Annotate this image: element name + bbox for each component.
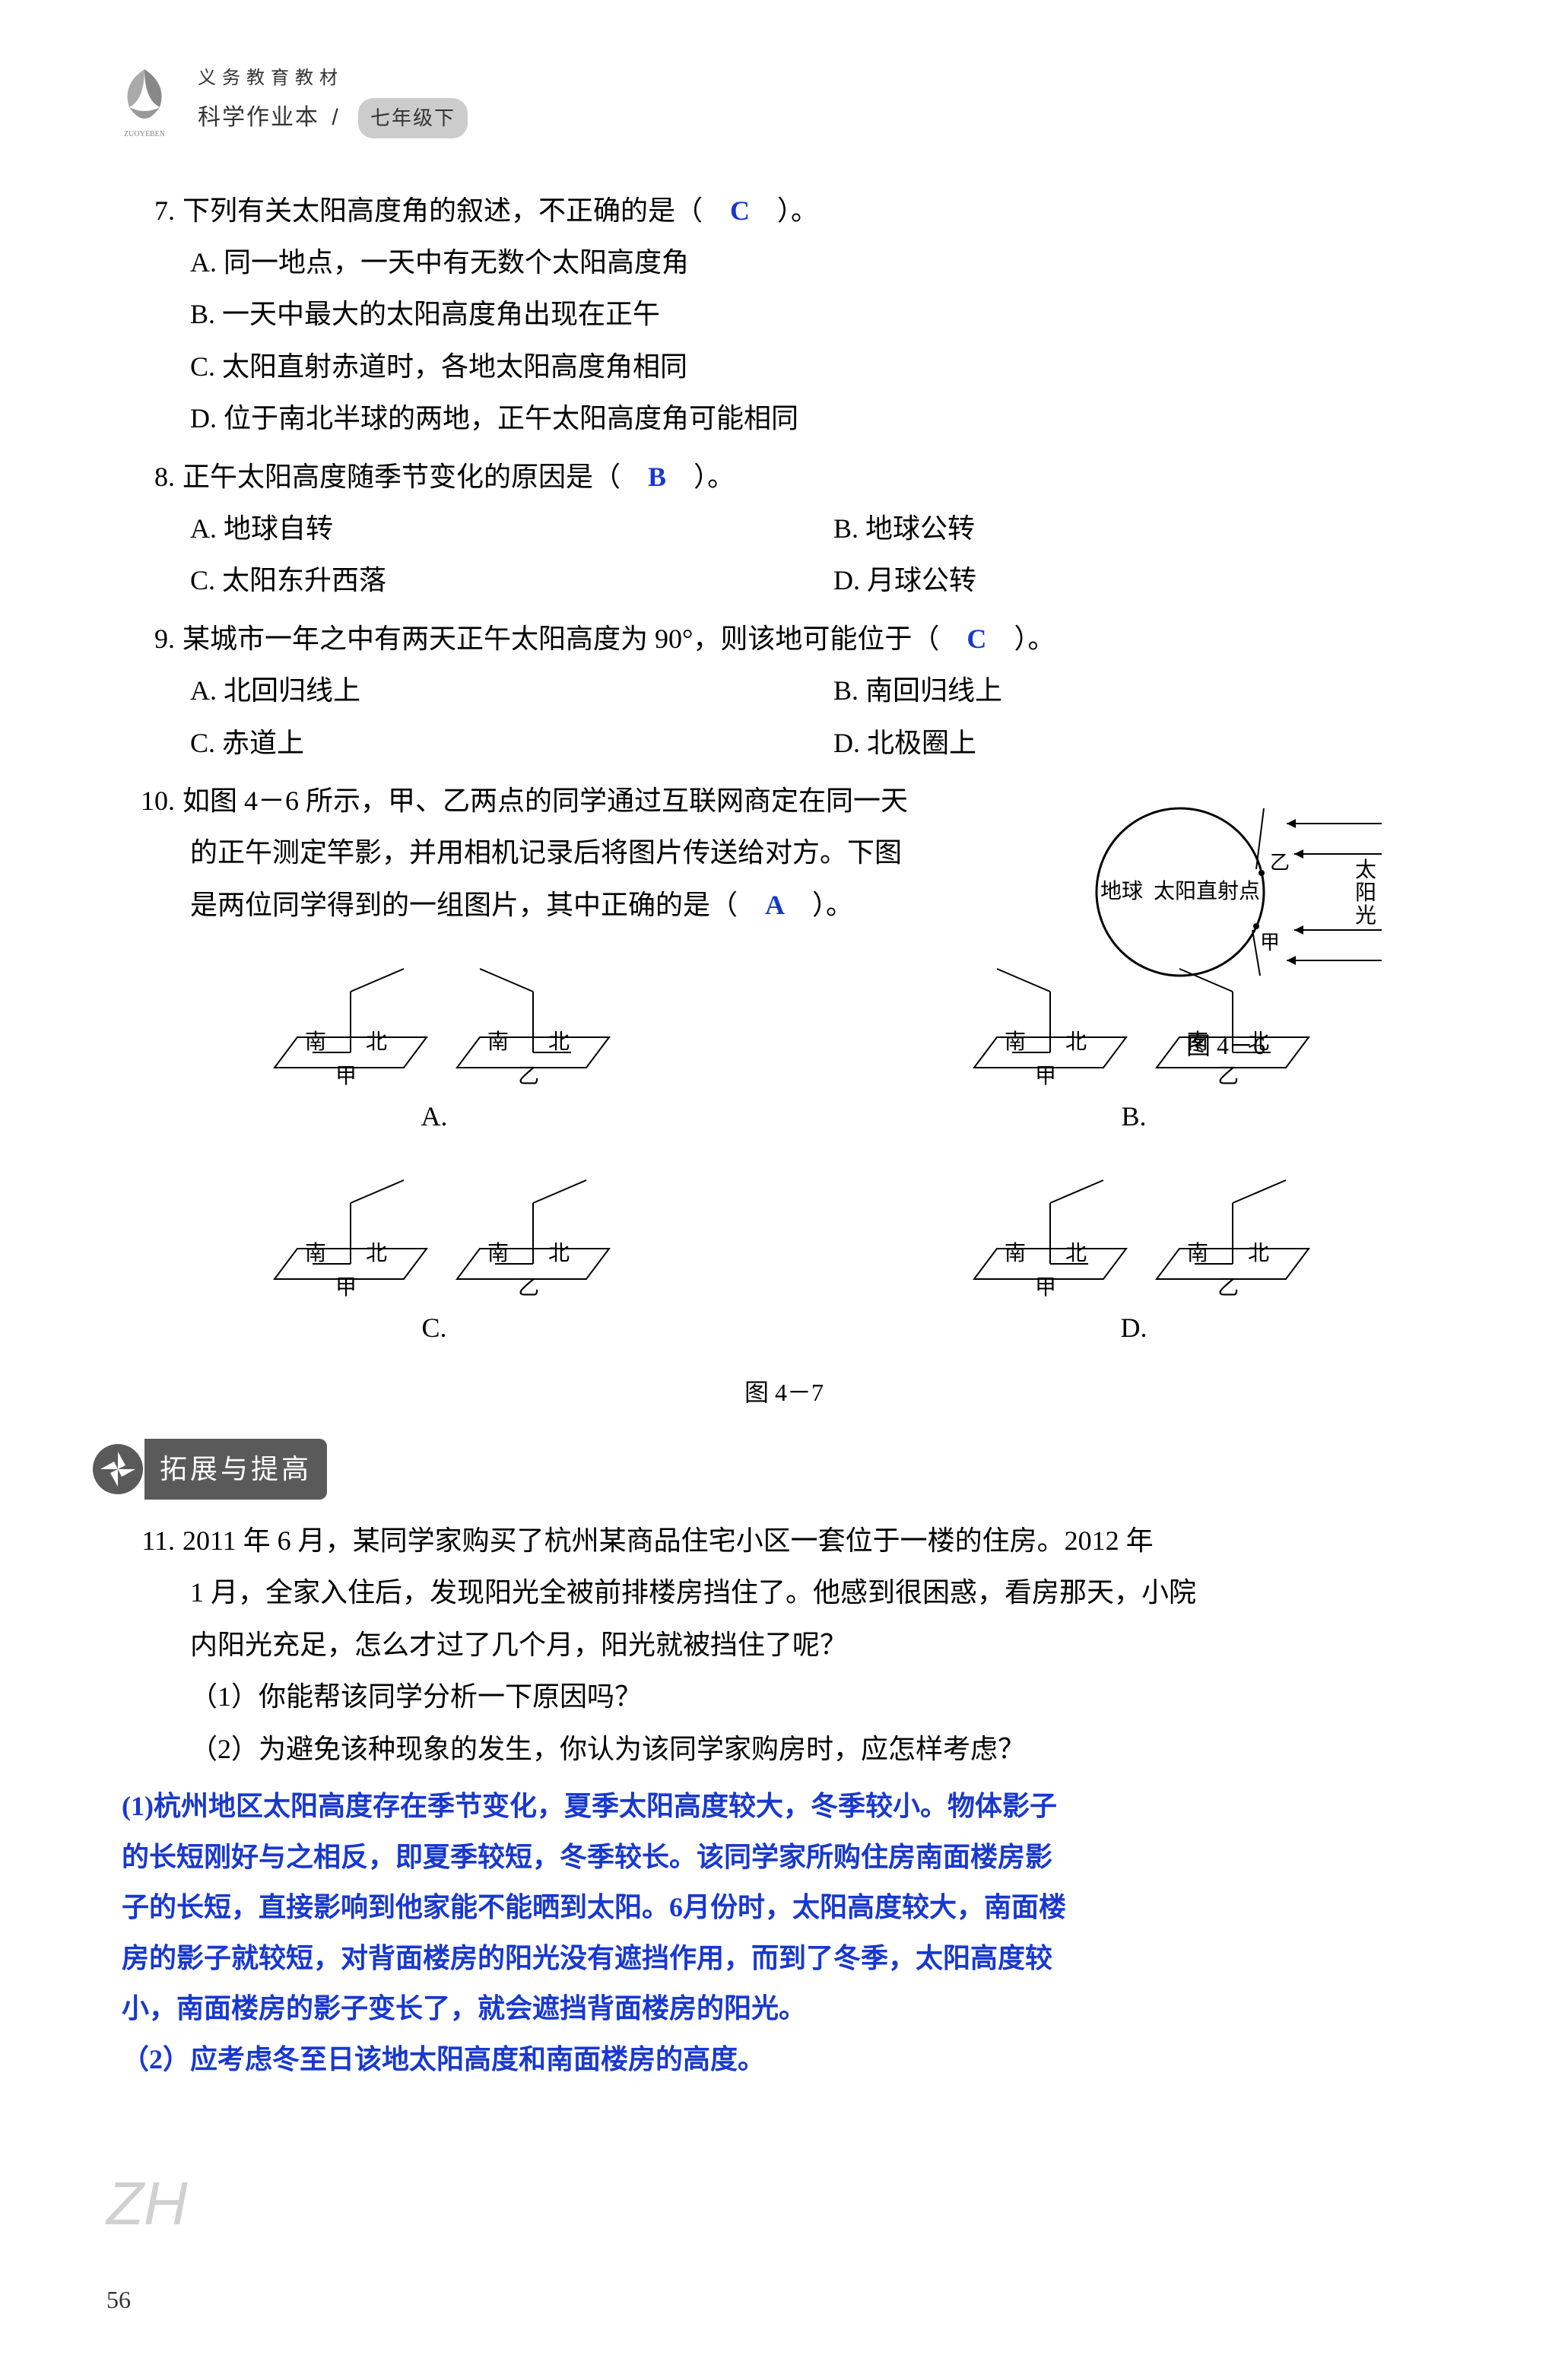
header-title: 科学作业本 / 七年级下 <box>198 96 468 139</box>
q8-option-d: D. 月球公转 <box>833 554 1477 606</box>
svg-text:甲: 甲 <box>335 1276 357 1300</box>
q9-answer: C <box>967 624 986 654</box>
diagram-c-label: C. <box>421 1302 446 1354</box>
q8-number: 8. <box>122 451 175 503</box>
fig46-jia-label: 甲 <box>1260 932 1280 954</box>
q11-sub2: （2）为避免该种现象的发生，你认为该同学家购房时，应怎样考虑？ <box>122 1723 1477 1775</box>
svg-text:北: 北 <box>1248 1242 1269 1265</box>
svg-text:甲: 甲 <box>335 1065 357 1088</box>
q8-answer: B <box>648 462 666 492</box>
q10-line2: 的正午测定竿影，并用相机记录后将图片传送给对方。下图 <box>122 827 1186 878</box>
svg-text:北: 北 <box>548 1242 570 1265</box>
q9-option-b: B. 南回归线上 <box>833 665 1477 716</box>
diagram-b-label: B. <box>1121 1090 1146 1142</box>
fig46-caption: 图 4－6 <box>1066 1023 1385 1069</box>
svg-text:乙: 乙 <box>518 1276 539 1300</box>
diagram-a: 南 北 甲 南 北 乙 A. <box>252 961 617 1142</box>
q11-line2: 1 月，全家入住后，发现阳光全被前排楼房挡住了。他感到很困惑，看房那天，小院 <box>122 1566 1477 1618</box>
svg-text:乙: 乙 <box>518 1065 539 1088</box>
ans11-p3: 子的长短，直接影响到他家能不能晒到太阳。6月份时，太阳高度较大，南面楼 <box>122 1882 1477 1933</box>
q11-line1: 2011 年 6 月，某同学家购买了杭州某商品住宅小区一套位于一楼的住房。201… <box>183 1525 1154 1556</box>
section-icon <box>91 1443 144 1496</box>
svg-text:南: 南 <box>487 1030 509 1054</box>
section-header: 拓展与提高 <box>91 1439 1477 1500</box>
q10-answer: A <box>765 890 785 920</box>
question-8: 8.正午太阳高度随季节变化的原因是（ B ）。 A. 地球自转 B. 地球公转 … <box>91 451 1477 607</box>
q7-number: 7. <box>122 185 175 236</box>
page-number: 56 <box>106 2277 1477 2323</box>
svg-text:北: 北 <box>548 1030 570 1054</box>
diagram-c: 南 北 甲 南 北 乙 C. <box>252 1173 617 1354</box>
question-9: 9. 某城市一年之中有两天正午太阳高度为 90°，则该地可能位于（ C ）。 A.… <box>91 613 1477 769</box>
svg-text:北: 北 <box>366 1242 387 1265</box>
section-title: 拓展与提高 <box>144 1439 327 1500</box>
svg-text:南: 南 <box>1005 1030 1026 1054</box>
q11-number: 11. <box>122 1515 175 1566</box>
q7-option-b: B. 一天中最大的太阳高度角出现在正午 <box>190 288 1477 340</box>
svg-text:南: 南 <box>1005 1241 1026 1265</box>
svg-text:甲: 甲 <box>1035 1276 1056 1300</box>
svg-text:南: 南 <box>487 1241 509 1265</box>
q8-stem-a: 正午太阳高度随季节变化的原因是（ <box>183 462 621 492</box>
q9-option-a: A. 北回归线上 <box>190 665 833 716</box>
content: 7. 下列有关太阳高度角的叙述，不正确的是（ C ）。 A. 同一地点，一天中有无… <box>91 185 1477 2085</box>
q10-number: 10. <box>122 775 175 827</box>
q7-stem-a: 下列有关太阳高度角的叙述，不正确的是（ <box>183 195 703 226</box>
zh-watermark: ZH <box>106 2146 1477 2262</box>
q10-line3b: ）。 <box>812 890 853 920</box>
question-7: 7. 下列有关太阳高度角的叙述，不正确的是（ C ）。 A. 同一地点，一天中有无… <box>91 185 1477 445</box>
fig47-caption: 图 4－7 <box>91 1370 1477 1416</box>
q8-option-b: B. 地球公转 <box>833 503 1477 554</box>
q9-option-d: D. 北极圈上 <box>833 717 1477 769</box>
svg-text:南: 南 <box>305 1030 326 1054</box>
q9-option-c: C. 赤道上 <box>190 717 833 769</box>
page-header: ZUOYEBEN 义务教育教材 科学作业本 / 七年级下 <box>91 61 1477 139</box>
diagram-a-label: A. <box>421 1090 448 1142</box>
diagram-d: 南 北 甲 南 北 乙 D. <box>951 1173 1316 1354</box>
q9-stem-a: 某城市一年之中有两天正午太阳高度为 90°，则该地可能位于（ <box>183 624 939 654</box>
q10-line1: 如图 4－6 所示，甲、乙两点的同学通过互联网商定在同一天 <box>183 786 908 816</box>
grade-badge: 七年级下 <box>358 98 468 138</box>
q11-sub1: （1）你能帮该同学分析一下原因吗？ <box>122 1671 1477 1722</box>
question-10: 10. 如图 4－6 所示，甲、乙两点的同学通过互联网商定在同一天 的正午测定竿影… <box>91 775 1477 931</box>
q7-stem-b: ）。 <box>777 195 818 226</box>
book-name: 科学作业本 <box>198 105 319 130</box>
ans11-p6: （2）应考虑冬至日该地太阳高度和南面楼房的高度。 <box>122 2034 1477 2085</box>
logo-icon: ZUOYEBEN <box>106 62 183 138</box>
ans11-p5: 小，南面楼房的影子变长了，就会遮挡背面楼房的阳光。 <box>122 1983 1477 2034</box>
q10-line3a: 是两位同学得到的一组图片，其中正确的是（ <box>190 890 738 920</box>
q8-option-a: A. 地球自转 <box>190 503 833 554</box>
svg-text:南: 南 <box>1187 1241 1208 1265</box>
svg-text:甲: 甲 <box>1035 1065 1056 1088</box>
q7-option-a: A. 同一地点，一天中有无数个太阳高度角 <box>190 236 1477 288</box>
question-11: 11. 2011 年 6 月，某同学家购买了杭州某商品住宅小区一套位于一楼的住房。… <box>91 1515 1477 1775</box>
q11-line3: 内阳光充足，怎么才过了几个月，阳光就被挡住了呢？ <box>122 1619 1477 1671</box>
answer-11: (1)杭州地区太阳高度存在季节变化，夏季太阳高度较大，冬季较小。物体影子 的长短… <box>91 1781 1477 2085</box>
q9-number: 9. <box>122 613 175 665</box>
ans11-p4: 房的影子就较短，对背面楼房的阳光没有遮挡作用，而到了冬季，太阳高度较 <box>122 1933 1477 1984</box>
svg-text:乙: 乙 <box>1217 1276 1239 1300</box>
svg-text:ZUOYEBEN: ZUOYEBEN <box>124 130 165 138</box>
q7-option-c: C. 太阳直射赤道时，各地太阳高度角相同 <box>190 341 1477 392</box>
q8-stem-b: ）。 <box>694 462 735 492</box>
page-footer: ZH 56 <box>91 2146 1477 2323</box>
svg-text:北: 北 <box>366 1030 387 1054</box>
svg-text:南: 南 <box>305 1241 326 1265</box>
svg-text:北: 北 <box>1065 1242 1087 1265</box>
q7-option-d: D. 位于南北半球的两地，正午太阳高度角可能相同 <box>190 392 1477 444</box>
diagram-d-label: D. <box>1121 1302 1147 1354</box>
header-subtitle: 义务教育教材 <box>198 61 468 96</box>
q9-stem-b: ）。 <box>1014 624 1055 654</box>
ans11-p1: (1)杭州地区太阳高度存在季节变化，夏季太阳高度较大，冬季较小。物体影子 <box>122 1781 1477 1832</box>
q8-option-c: C. 太阳东升西落 <box>190 554 833 606</box>
ans11-p2: 的长短刚好与之相反，即夏季较短，冬季较长。该同学家所购住房南面楼房影 <box>122 1832 1477 1883</box>
q7-answer: C <box>730 195 750 226</box>
